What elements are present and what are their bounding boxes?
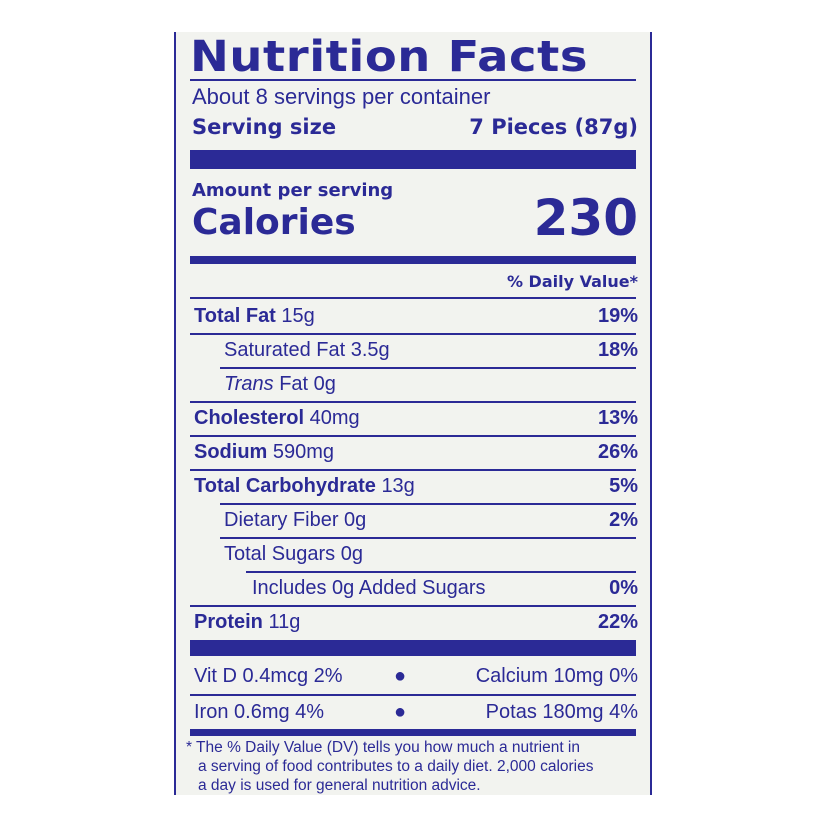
calories-value: 230 (533, 189, 638, 247)
nutrient-dv: 22% (597, 611, 638, 633)
calcium: Calcium 10mg 0% (475, 665, 638, 687)
thick-divider (190, 640, 636, 656)
divider (190, 469, 636, 471)
servings-per-container: About 8 servings per container (192, 84, 491, 109)
divider (190, 297, 636, 299)
potassium: Potas 180mg 4% (485, 701, 638, 723)
divider (190, 401, 636, 403)
nutrient-row-trans-fat: Trans Fat 0g (224, 368, 638, 400)
nutrient-amount: 0g (344, 509, 367, 531)
serving-size-value: 7 Pieces (87g) (469, 115, 638, 139)
iron: Iron 0.6mg 4% (194, 701, 325, 723)
nutrient-amount: 40mg (309, 407, 360, 429)
nutrient-dv: 26% (597, 441, 638, 463)
footnote-line-2: a serving of food contributes to a daily… (198, 758, 594, 775)
nutrient-row-protein: Protein 11g 22% (194, 606, 638, 638)
nutrient-row-total-fat: Total Fat 15g 19% (194, 300, 638, 332)
vitamin-row-1: Vit D 0.4mcg 2% ● Calcium 10mg 0% (194, 660, 638, 692)
nutrient-amount: 13g (381, 475, 415, 497)
label-title: Nutrition Facts (190, 32, 589, 82)
nutrition-facts-panel: Nutrition Facts About 8 servings per con… (174, 32, 652, 795)
divider (190, 333, 636, 335)
divider (190, 605, 636, 607)
nutrient-name: Saturated Fat (224, 339, 346, 361)
medium-divider (190, 256, 636, 264)
vitamin-row-2: Iron 0.6mg 4% ● Potas 180mg 4% (194, 696, 638, 728)
divider (190, 79, 636, 81)
amount-per-serving: Amount per serving (192, 180, 394, 201)
nutrient-dv: 18% (597, 339, 638, 361)
nutrient-name: Protein (194, 611, 263, 633)
vitamin-d: Vit D 0.4mcg 2% (194, 665, 343, 687)
divider (220, 503, 636, 505)
nutrient-amount: 11g (268, 611, 301, 633)
divider (220, 367, 636, 369)
nutrient-amount: 0g (340, 543, 363, 565)
bullet-icon: ● (394, 665, 407, 687)
footnote-line-3: a day is used for general nutrition advi… (198, 777, 481, 794)
footnote-line-1: * The % Daily Value (DV) tells you how m… (186, 739, 580, 756)
nutrient-row-saturated-fat: Saturated Fat 3.5g 18% (224, 334, 638, 366)
nutrient-dv: 13% (597, 407, 638, 429)
nutrient-name: Sodium (194, 441, 268, 463)
nutrient-dv: 0% (609, 577, 638, 599)
nutrient-dv: 5% (609, 475, 638, 497)
nutrient-amount: 0g (313, 373, 336, 395)
nutrient-name: Trans (224, 373, 274, 395)
nutrient-name: Total Sugars (224, 543, 336, 565)
nutrient-row-total-sugars: Total Sugars 0g (224, 538, 638, 570)
nutrient-row-sodium: Sodium 590mg 26% (194, 436, 638, 468)
medium-divider (190, 729, 636, 736)
nutrient-name: Total Fat (194, 305, 276, 327)
thick-divider (190, 150, 636, 169)
nutrient-amount: 15g (281, 305, 315, 327)
divider (190, 694, 636, 696)
divider (220, 537, 636, 539)
nutrient-amount: 590mg (272, 441, 335, 463)
nutrient-name-suffix: Fat (279, 373, 309, 395)
nutrient-amount: 3.5g (350, 339, 390, 361)
nutrient-row-dietary-fiber: Dietary Fiber 0g 2% (224, 504, 638, 536)
nutrient-name: Total Carbohydrate (194, 475, 376, 497)
nutrient-row-added-sugars: Includes 0g Added Sugars 0% (252, 572, 638, 604)
nutrient-name: Cholesterol (194, 407, 305, 429)
nutrient-row-cholesterol: Cholesterol 40mg 13% (194, 402, 638, 434)
nutrient-name: Dietary Fiber (224, 509, 339, 531)
nutrient-dv: 19% (597, 305, 638, 327)
divider (190, 435, 636, 437)
divider (246, 571, 636, 573)
serving-size-label: Serving size (192, 115, 337, 139)
calories-label: Calories (192, 202, 356, 243)
nutrient-dv: 2% (609, 509, 638, 531)
daily-value-header: % Daily Value* (506, 272, 638, 291)
nutrient-name: Includes 0g Added Sugars (252, 577, 486, 599)
bullet-icon: ● (394, 701, 407, 723)
nutrient-row-total-carbohydrate: Total Carbohydrate 13g 5% (194, 470, 638, 502)
